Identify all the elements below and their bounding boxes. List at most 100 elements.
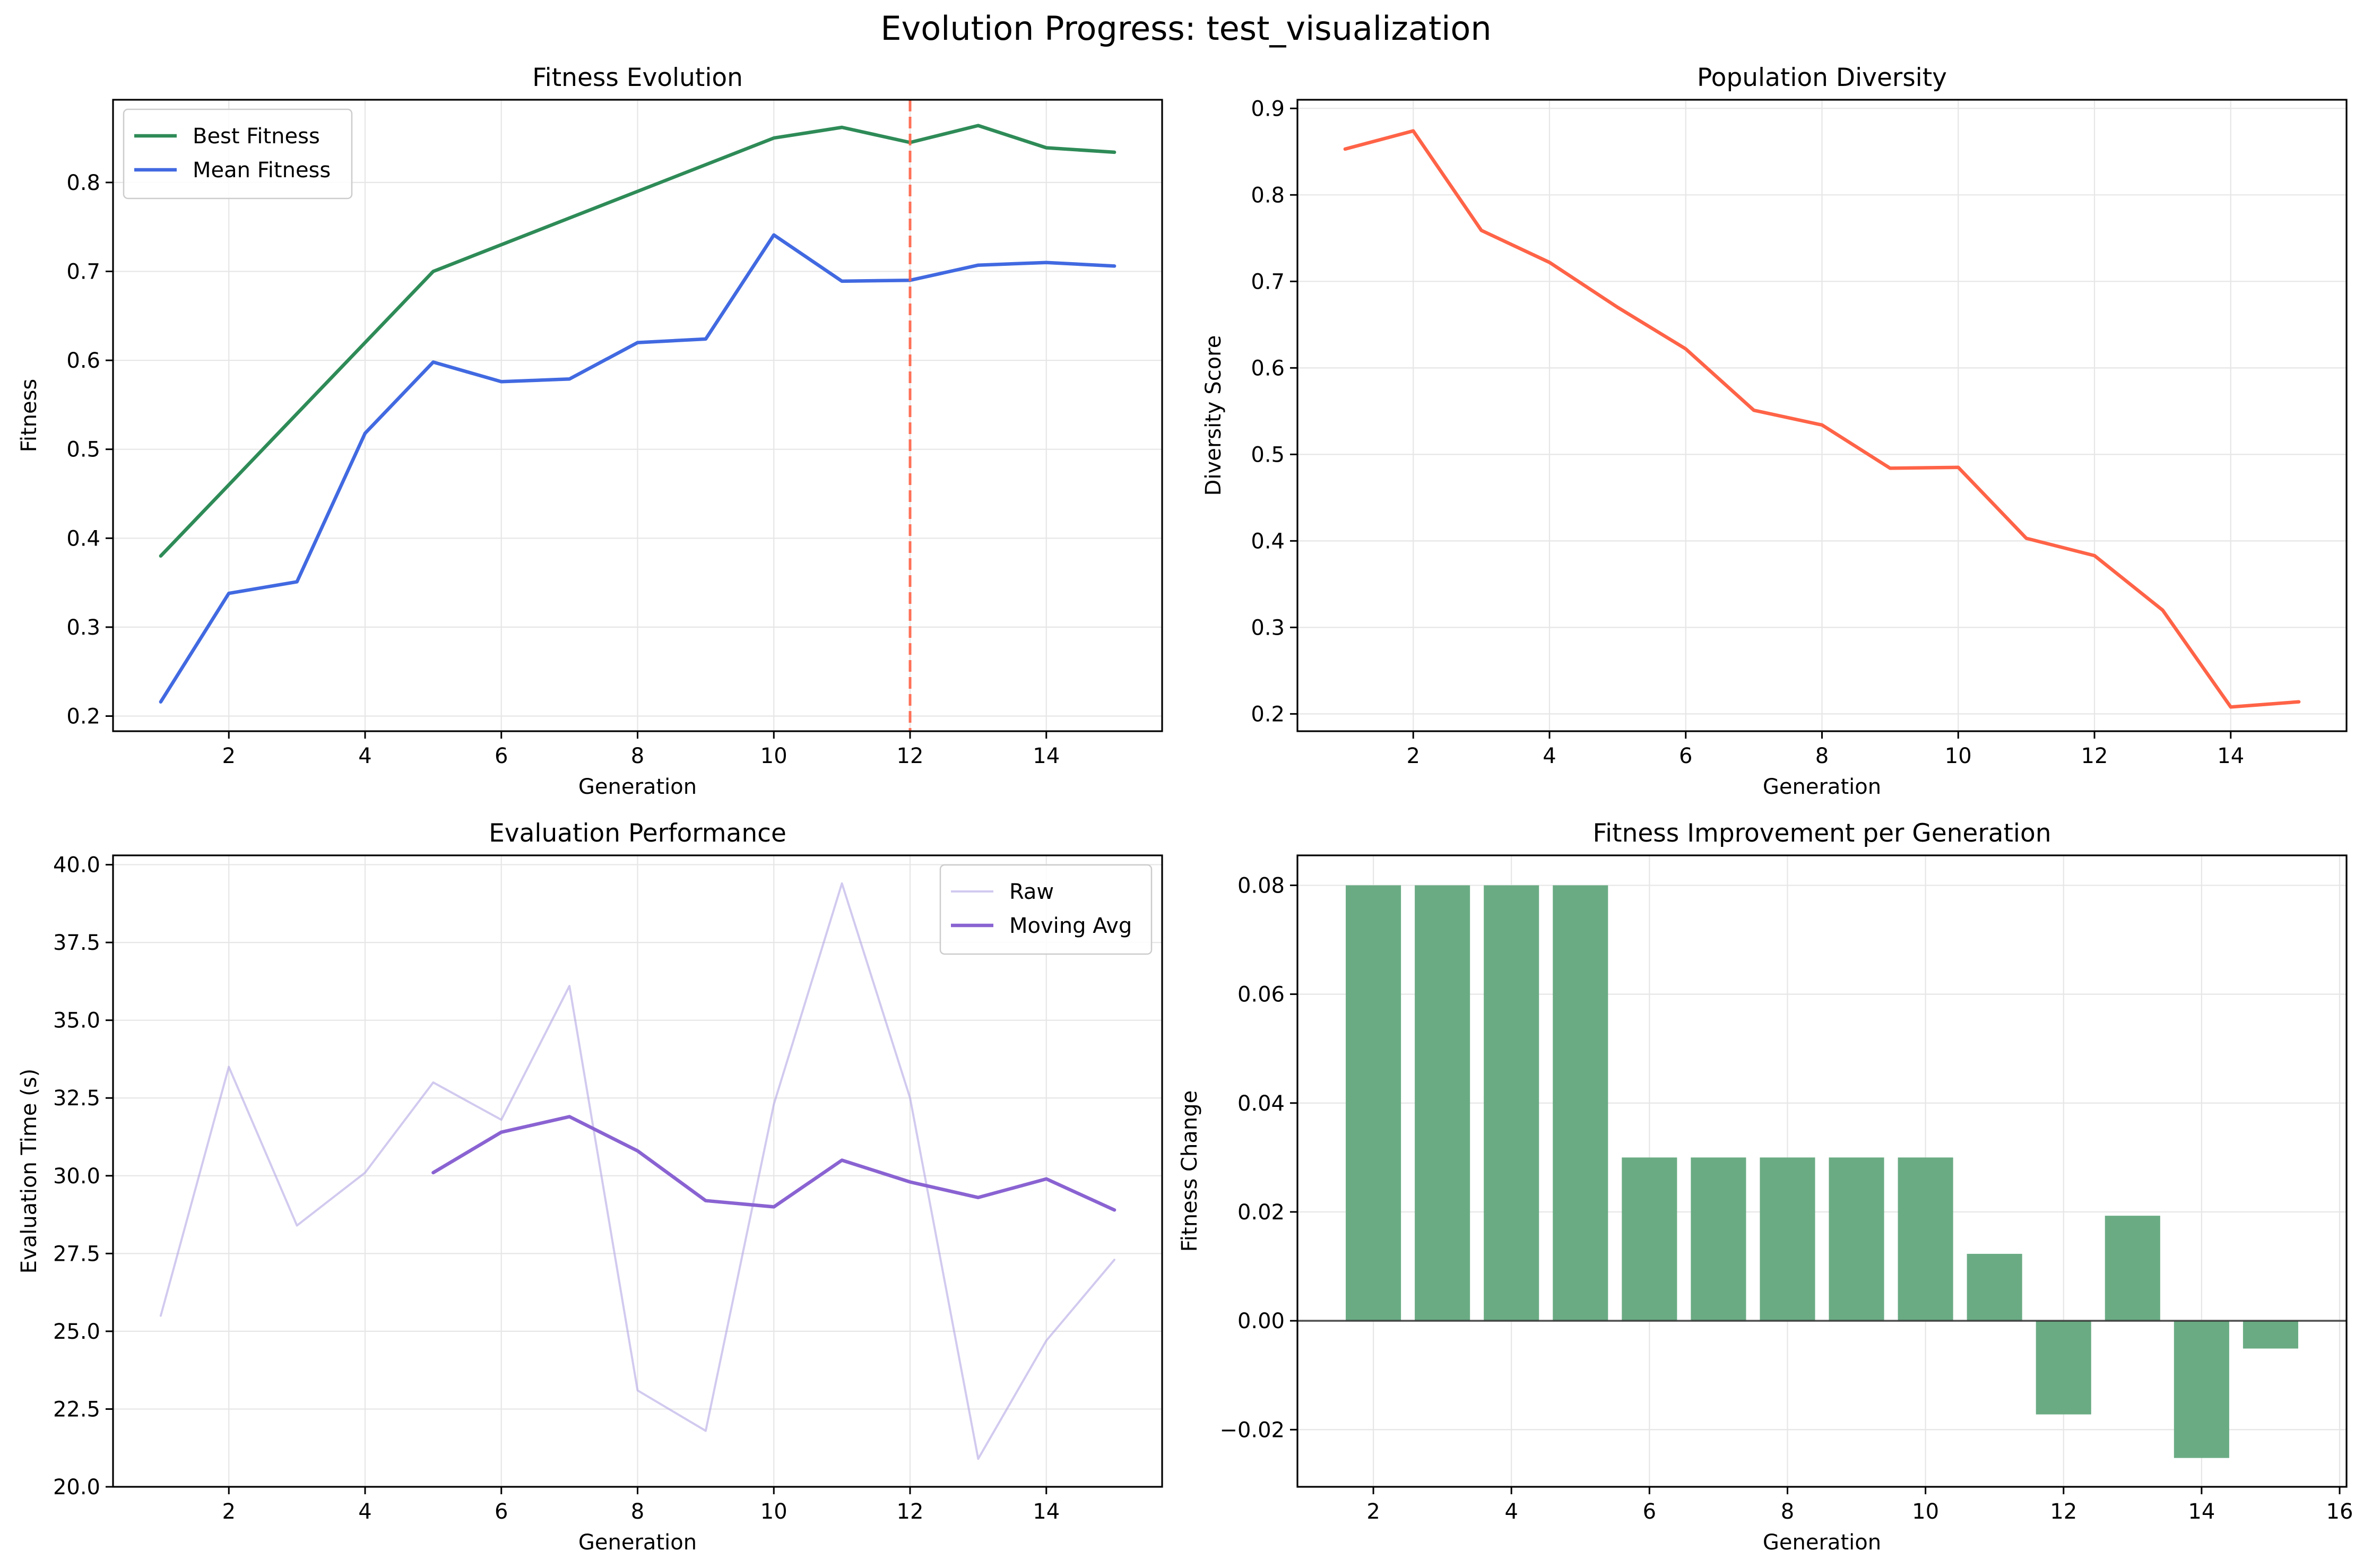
y-tick-label: 0.7: [1251, 270, 1285, 294]
x-axis-label: Generation: [578, 1530, 697, 1555]
y-axis-label: Fitness: [17, 379, 41, 453]
x-axis-label: Generation: [1763, 775, 1881, 799]
bar-gen-2: [1346, 885, 1401, 1321]
axes-frame: [1296, 854, 2348, 1488]
bar-gen-3: [1415, 885, 1470, 1321]
bar-gen-13: [2105, 1216, 2160, 1321]
x-tick-label: 10: [1912, 1500, 1939, 1524]
y-tick-label: 0.2: [1251, 702, 1285, 726]
y-tick-label: 0.00: [1237, 1309, 1285, 1333]
x-tick-label: 2: [222, 744, 236, 768]
bar-gen-15: [2243, 1321, 2298, 1349]
y-tick-label: 0.8: [66, 171, 100, 195]
bar-gen-14: [2174, 1321, 2229, 1458]
legend: Best Fitness Mean Fitness: [123, 108, 353, 200]
legend-box: [939, 864, 1153, 955]
y-tick-label: 40.0: [53, 853, 100, 878]
bar-gen-6: [1622, 1157, 1677, 1321]
y-tick-label: 0.5: [66, 438, 100, 462]
x-tick-label: 16: [2326, 1500, 2353, 1524]
bar-gen-12: [2036, 1321, 2091, 1415]
x-tick-label: 14: [2217, 744, 2244, 768]
x-tick-label: 10: [1945, 744, 1972, 768]
x-tick-label: 14: [1033, 744, 1060, 768]
subplot-title: Fitness Evolution: [532, 63, 743, 92]
subplot-title: Evaluation Performance: [489, 819, 786, 848]
bar-gen-9: [1829, 1157, 1884, 1321]
y-tick-label: −0.02: [1219, 1418, 1285, 1442]
y-tick-label: 0.08: [1237, 873, 1285, 898]
y-axis-label: Fitness Change: [1178, 1090, 1202, 1252]
y-tick-label: 0.4: [66, 526, 100, 551]
y-tick-label: 0.6: [1251, 356, 1285, 380]
y-tick-label: 0.02: [1237, 1200, 1285, 1225]
x-tick-label: 6: [1679, 744, 1692, 768]
y-tick-label: 0.9: [1251, 97, 1285, 121]
series-line-best-fitness: [159, 124, 1116, 558]
figure-suptitle: Evolution Progress: test_visualization: [880, 9, 1491, 48]
y-tick-label: 0.7: [66, 259, 100, 284]
y-tick-label: 32.5: [53, 1086, 100, 1111]
x-tick-label: 12: [2050, 1500, 2077, 1524]
subplot-fitness-improvement: 2 4 6 8 10 12 14 16 −0.02 0.00 0.02 0.04 0.06 0.08 Fit…: [1178, 819, 2353, 1555]
x-tick-label: 10: [760, 744, 787, 768]
legend-label: Moving Avg: [1009, 914, 1132, 938]
x-tick-label: 10: [760, 1500, 787, 1524]
x-tick-label: 14: [2188, 1500, 2215, 1524]
x-tick-label: 4: [1504, 1500, 1518, 1524]
y-tick-label: 30.0: [53, 1164, 100, 1189]
y-tick-label: 0.8: [1251, 183, 1285, 207]
bar-gen-4: [1484, 885, 1539, 1321]
subplot-fitness-evolution: 2 4 6 8 10 12 14 0.2 0.3 0.4 0.5 0.6 0.7 0.8 Fitness E…: [17, 63, 1163, 799]
series-line-population-diversity: [1343, 129, 2301, 709]
x-tick-label: 6: [495, 1500, 508, 1524]
y-axis-label: Diversity Score: [1201, 335, 1226, 496]
y-tick-label: 0.3: [66, 616, 100, 640]
x-tick-label: 12: [2081, 744, 2108, 768]
series-line-mean-fitness: [159, 233, 1116, 704]
y-tick-label: 0.6: [66, 349, 100, 373]
y-axis-label: Evaluation Time (s): [17, 1069, 41, 1274]
series-line-moving-avg: [431, 1115, 1116, 1212]
x-tick-label: 4: [358, 1500, 371, 1524]
legend-label: Best Fitness: [193, 124, 320, 149]
subplots: 2 4 6 8 10 12 14 0.2 0.3 0.4 0.5 0.6 0.7 0.8 Fitness E…: [17, 63, 2353, 1555]
y-tick-label: 27.5: [53, 1242, 100, 1266]
subplot-title: Fitness Improvement per Generation: [1592, 819, 2051, 848]
x-tick-label: 2: [1407, 744, 1420, 768]
y-tick-label: 0.06: [1237, 983, 1285, 1007]
x-tick-label: 4: [358, 744, 371, 768]
bar-gen-7: [1691, 1157, 1746, 1321]
x-tick-label: 8: [1781, 1500, 1794, 1524]
y-tick-label: 0.2: [66, 705, 100, 729]
x-tick-label: 2: [1366, 1500, 1380, 1524]
legend-label: Mean Fitness: [193, 158, 331, 183]
bar-gen-8: [1760, 1157, 1815, 1321]
y-tick-label: 0.3: [1251, 616, 1285, 640]
x-tick-label: 12: [897, 1500, 924, 1524]
legend-label: Raw: [1009, 880, 1054, 904]
x-tick-label: 2: [222, 1500, 236, 1524]
x-tick-label: 8: [1815, 744, 1829, 768]
x-tick-label: 4: [1543, 744, 1556, 768]
y-tick-label: 0.5: [1251, 443, 1285, 467]
y-tick-label: 0.4: [1251, 529, 1285, 553]
y-tick-label: 25.0: [53, 1320, 100, 1344]
x-axis-label: Generation: [578, 775, 697, 799]
legend-box: [123, 108, 353, 200]
bar-gen-11: [1967, 1253, 2022, 1321]
subplot-evaluation-performance: 2 4 6 8 10 12 14 20.0 22.5 25.0 27.5 30.0 32.5 35.0 37…: [17, 819, 1163, 1555]
y-tick-label: 0.04: [1237, 1091, 1285, 1116]
x-axis-label: Generation: [1763, 1530, 1881, 1555]
x-tick-label: 8: [631, 1500, 644, 1524]
y-tick-label: 37.5: [53, 931, 100, 955]
x-tick-label: 8: [631, 744, 644, 768]
x-tick-label: 6: [1643, 1500, 1656, 1524]
series-line-raw: [159, 882, 1116, 1460]
x-tick-label: 6: [495, 744, 508, 768]
x-tick-label: 12: [897, 744, 924, 768]
y-tick-label: 22.5: [53, 1397, 100, 1422]
bar-gen-5: [1553, 885, 1608, 1321]
